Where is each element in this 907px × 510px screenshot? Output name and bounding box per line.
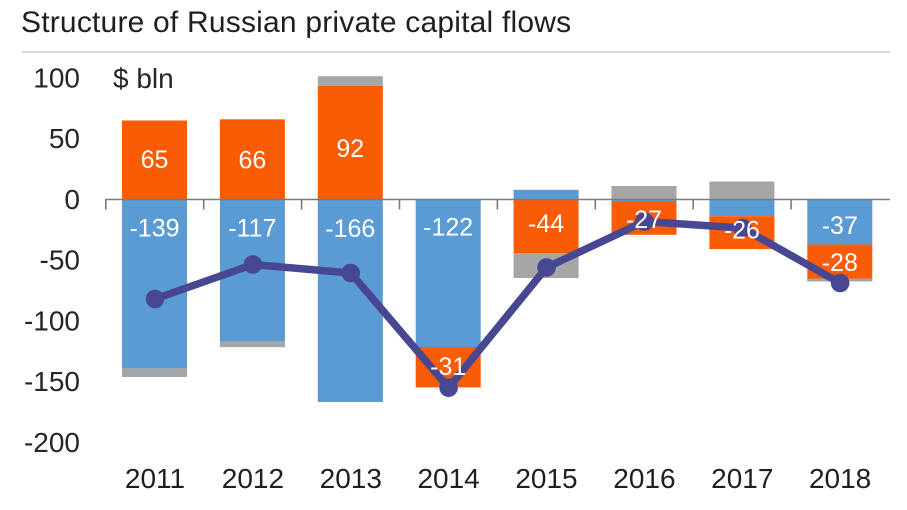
svg-text:92: 92 — [336, 135, 364, 163]
svg-text:65: 65 — [141, 146, 169, 174]
svg-text:-31: -31 — [430, 353, 466, 381]
svg-text:50: 50 — [49, 123, 80, 154]
svg-text:Structure of Russian private c: Structure of Russian private capital flo… — [21, 6, 571, 39]
svg-text:100: 100 — [33, 62, 80, 93]
svg-text:$ bln: $ bln — [113, 63, 174, 94]
svg-text:-139: -139 — [129, 214, 179, 242]
svg-text:-28: -28 — [822, 249, 858, 277]
svg-text:-50: -50 — [40, 245, 80, 276]
svg-text:-150: -150 — [24, 366, 80, 397]
svg-text:0: 0 — [64, 184, 80, 215]
svg-text:-27: -27 — [626, 206, 662, 234]
svg-text:-100: -100 — [24, 306, 80, 337]
svg-text:-200: -200 — [24, 427, 80, 458]
svg-text:2015: 2015 — [515, 463, 577, 494]
svg-text:-117: -117 — [228, 215, 276, 243]
svg-text:2012: 2012 — [222, 463, 284, 494]
svg-text:-122: -122 — [423, 214, 473, 242]
svg-text:-166: -166 — [325, 215, 375, 243]
svg-text:-37: -37 — [822, 212, 858, 240]
svg-text:-26: -26 — [724, 217, 760, 245]
svg-text:2016: 2016 — [613, 463, 675, 494]
svg-text:2018: 2018 — [809, 463, 871, 494]
svg-text:-44: -44 — [528, 210, 564, 238]
svg-text:2013: 2013 — [320, 463, 382, 494]
svg-text:2014: 2014 — [417, 463, 479, 494]
svg-text:2017: 2017 — [711, 463, 773, 494]
svg-text:66: 66 — [238, 147, 266, 175]
svg-text:2011: 2011 — [125, 463, 185, 494]
